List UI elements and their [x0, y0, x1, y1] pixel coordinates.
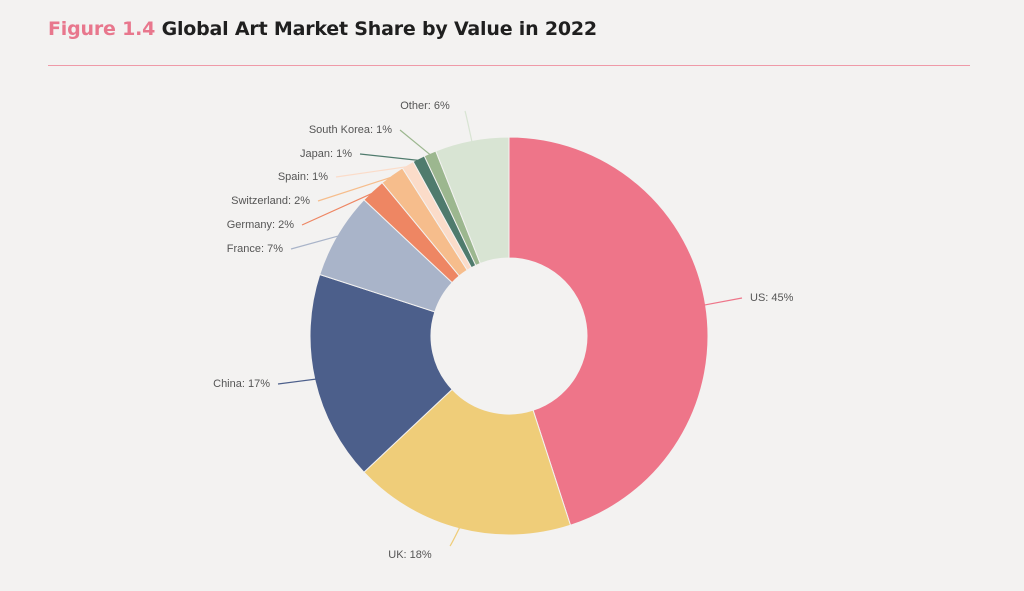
data-label-uk: UK: 18%	[388, 549, 432, 561]
leader-line-us	[703, 297, 743, 306]
leader-line-spain	[335, 165, 409, 178]
leader-line-uk	[449, 526, 461, 547]
slice-uk	[363, 388, 572, 536]
leader-line-japan	[359, 153, 420, 162]
data-label-switzerland: Switzerland: 2%	[231, 195, 310, 207]
chart-title: Global Art Market Share by Value in 2022	[161, 18, 598, 40]
figure-label: Figure 1.4	[48, 18, 156, 40]
data-label-spain: Spain: 1%	[278, 171, 328, 183]
header-divider	[48, 65, 970, 66]
data-label-france: France: 7%	[227, 243, 283, 255]
slice-us	[508, 136, 709, 526]
leader-line-switzerland	[317, 176, 394, 202]
data-label-other: Other: 6%	[400, 100, 450, 112]
slice-china	[309, 273, 453, 473]
data-label-germany: Germany: 2%	[227, 219, 294, 231]
leader-line-germany	[301, 191, 375, 226]
leader-line-other	[464, 110, 473, 143]
data-label-us: US: 45%	[750, 292, 794, 304]
figure-heading: Figure 1.4 Global Art Market Share by Va…	[48, 18, 597, 40]
slice-other	[435, 136, 510, 265]
leader-line-france	[290, 235, 340, 250]
data-label-japan: Japan: 1%	[300, 148, 352, 160]
data-label-china: China: 17%	[213, 378, 270, 390]
data-label-south-korea: South Korea: 1%	[309, 124, 392, 136]
leader-line-south-korea	[399, 129, 432, 156]
leader-line-china	[277, 378, 317, 385]
